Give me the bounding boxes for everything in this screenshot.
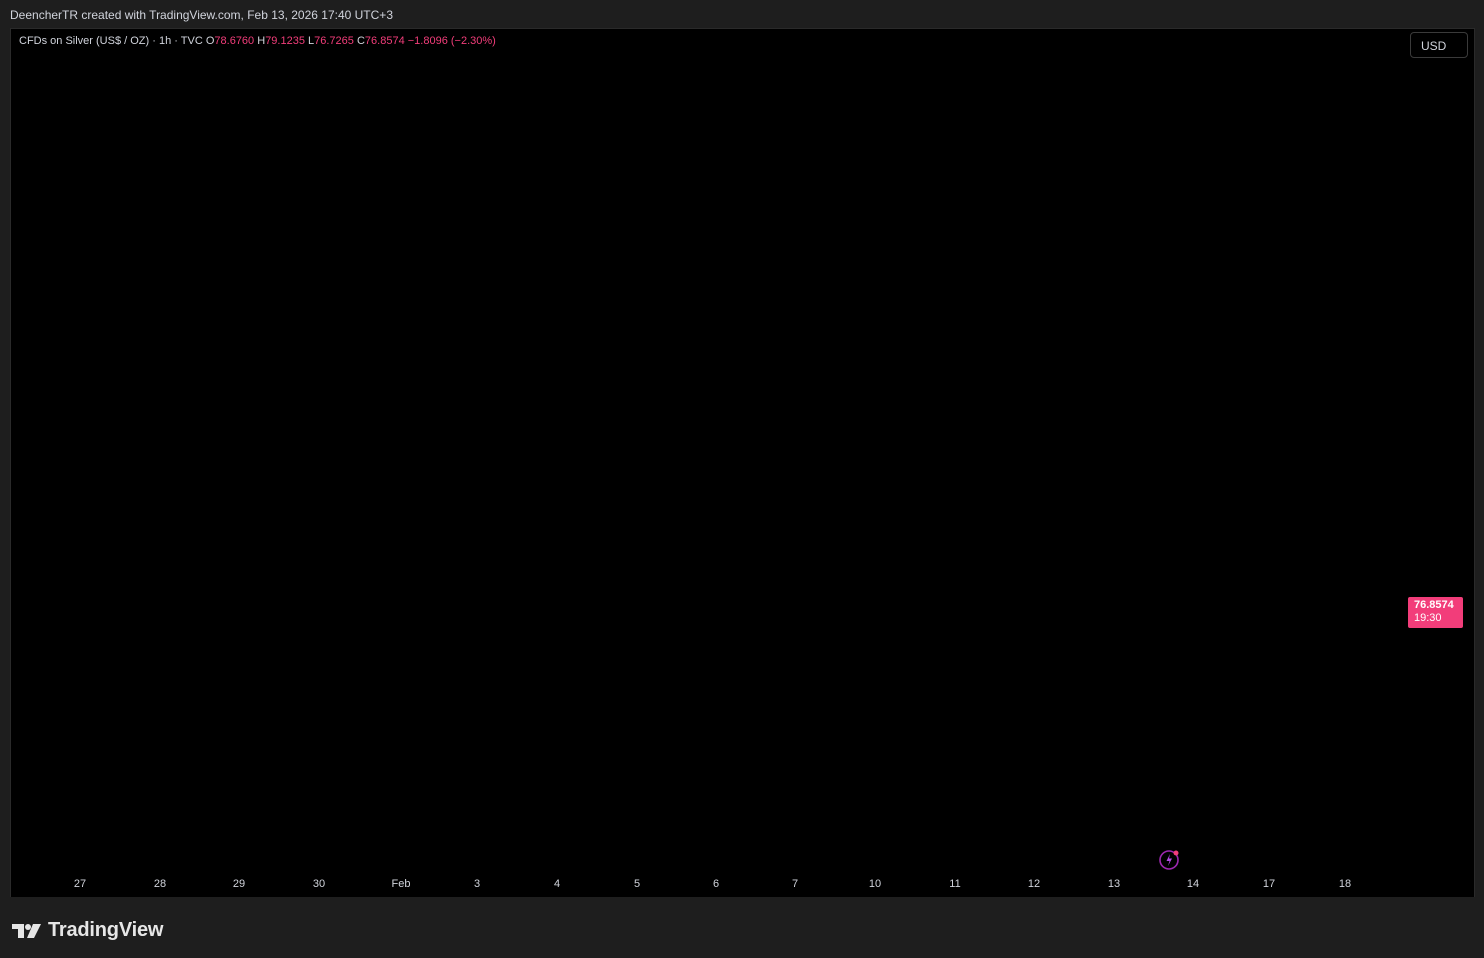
tradingview-logo[interactable]: TradingView: [12, 919, 163, 942]
bottom-bar: TradingView: [0, 897, 1484, 958]
time-tick-15: 17: [1263, 878, 1275, 890]
symbol-title: CFDs on Silver (US$ / OZ) · 1h · TVC: [19, 35, 203, 47]
time-tick-11: 11: [949, 878, 960, 890]
time-tick-3: 30: [313, 878, 325, 890]
open-value: 78.6760: [214, 35, 255, 47]
price-chart[interactable]: 123.0000118.0000113.0000109.0000105.0000…: [11, 29, 1474, 897]
time-axis: 27 28 29 30 Feb 3 4 5 6 7 10 11 12 13 14 17 18: [74, 878, 1351, 890]
time-tick-2: 29: [233, 878, 245, 890]
time-tick-4: Feb: [392, 878, 411, 890]
time-tick-1: 28: [154, 878, 166, 890]
time-tick-10: 10: [869, 878, 881, 890]
chart-credit: DeencherTR created with TradingView.com,…: [10, 8, 393, 22]
time-tick-14: 14: [1187, 878, 1199, 890]
time-tick-12: 12: [1028, 878, 1040, 890]
time-tick-5: 3: [474, 878, 480, 890]
time-tick-9: 7: [792, 878, 798, 890]
last-price-value: 76.8574: [1414, 599, 1454, 611]
brand-name: TradingView: [48, 919, 164, 941]
time-tick-0: 27: [74, 878, 86, 890]
top-bar: DeencherTR created with TradingView.com,…: [0, 0, 1484, 28]
flash-icon[interactable]: [1157, 847, 1183, 873]
time-tick-8: 6: [713, 878, 719, 890]
currency-button[interactable]: USD: [1410, 32, 1468, 58]
low-value: 76.7265: [314, 35, 354, 47]
time-tick-16: 18: [1339, 878, 1351, 890]
time-tick-13: 13: [1108, 878, 1120, 890]
tradingview-logo-icon: [12, 923, 41, 938]
change-value: −1.8096 (−2.30%): [407, 35, 496, 47]
bar-countdown: 19:30: [1414, 612, 1442, 624]
time-tick-7: 5: [634, 878, 640, 890]
time-tick-6: 4: [554, 878, 560, 890]
chart-frame[interactable]: 123.0000118.0000113.0000109.0000105.0000…: [10, 28, 1475, 898]
symbol-legend: CFDs on Silver (US$ / OZ) · 1h · TVC O78…: [19, 35, 496, 47]
close-value: 76.8574: [364, 35, 405, 47]
high-value: 79.1235: [265, 35, 305, 47]
last-price-badge: 76.8574 19:30: [1408, 597, 1463, 628]
